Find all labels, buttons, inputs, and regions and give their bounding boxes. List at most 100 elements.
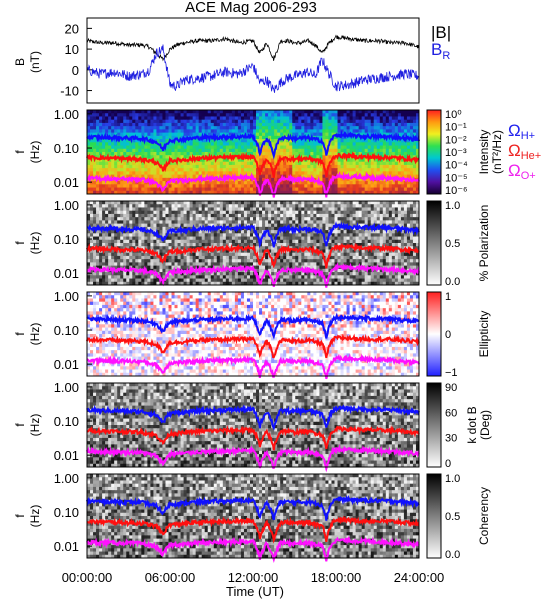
intensity-cell xyxy=(301,171,304,175)
intensity-cell xyxy=(277,146,280,150)
intensity-cell xyxy=(99,162,102,166)
intensity-cell xyxy=(280,188,283,192)
polarization-cell xyxy=(347,237,350,241)
intensity-cell xyxy=(132,188,135,192)
intensity-cell xyxy=(362,165,365,169)
polarization-cell xyxy=(292,201,295,205)
intensity-cell xyxy=(244,113,247,117)
intensity-cell xyxy=(359,149,362,153)
polarization-cell xyxy=(350,233,353,237)
intensity-cell xyxy=(96,110,99,114)
polarization-cell xyxy=(350,240,353,244)
intensity-cell xyxy=(235,162,238,166)
polarization-cell xyxy=(313,211,316,215)
polarization-cell xyxy=(159,243,162,247)
intensity-cell xyxy=(250,116,253,120)
polarization-cell xyxy=(389,259,392,263)
polarization-cell xyxy=(241,259,244,263)
intensity-cell xyxy=(341,116,344,120)
polarization-cell xyxy=(238,233,241,237)
polarization-cell xyxy=(196,233,199,237)
polarization-cell xyxy=(313,204,316,208)
polarization-cell xyxy=(199,201,202,205)
polarization-cell xyxy=(99,211,102,215)
intensity-cell xyxy=(338,158,341,162)
intensity-cell xyxy=(223,162,226,166)
intensity-cell xyxy=(141,120,144,124)
intensity-cell xyxy=(331,142,334,146)
polarization-cell xyxy=(253,214,256,218)
polarization-cell xyxy=(196,201,199,205)
intensity-cell xyxy=(404,110,407,114)
intensity-cell xyxy=(153,165,156,169)
intensity-cell xyxy=(162,158,165,162)
intensity-cell xyxy=(262,136,265,140)
polarization-cell xyxy=(319,259,322,263)
intensity-cell xyxy=(220,149,223,153)
intensity-cell xyxy=(165,110,168,114)
intensity-cell xyxy=(253,149,256,153)
intensity-cell xyxy=(138,133,141,137)
intensity-cell xyxy=(114,116,117,120)
intensity-cell xyxy=(247,181,250,185)
polarization-cell xyxy=(338,204,341,208)
polarization-cell xyxy=(271,249,274,253)
intensity-cell xyxy=(334,181,337,185)
intensity-cell xyxy=(395,181,398,185)
intensity-cell xyxy=(362,142,365,146)
polarization-cell xyxy=(298,253,301,257)
mag-plot-area xyxy=(87,36,419,93)
polarization-cell xyxy=(289,201,292,205)
polarization-cell xyxy=(265,214,268,218)
intensity-cell xyxy=(386,116,389,120)
polarization-cell xyxy=(156,211,159,215)
intensity-cell xyxy=(123,188,126,192)
intensity-cell xyxy=(310,184,313,188)
intensity-cell xyxy=(371,181,374,185)
polarization-cell xyxy=(126,217,129,221)
polarization-cell xyxy=(108,217,111,221)
polarization-cell xyxy=(235,204,238,208)
intensity-cell xyxy=(199,116,202,120)
intensity-cell xyxy=(168,126,171,130)
intensity-cell xyxy=(135,188,138,192)
polarization-cell xyxy=(404,259,407,263)
polarization-cell xyxy=(334,207,337,211)
polarization-cell xyxy=(205,204,208,208)
intensity-cell xyxy=(229,171,232,175)
intensity-cell xyxy=(181,184,184,188)
intensity-cell xyxy=(344,123,347,127)
intensity-cell xyxy=(407,116,410,120)
intensity-cell xyxy=(205,168,208,172)
polarization-cell xyxy=(371,214,374,218)
intensity-cell xyxy=(286,120,289,124)
intensity-cell xyxy=(356,129,359,133)
polarization-cell xyxy=(147,220,150,224)
intensity-cell xyxy=(334,126,337,130)
intensity-cell xyxy=(90,171,93,175)
polarization-cell xyxy=(310,211,313,215)
intensity-cell xyxy=(126,171,129,175)
intensity-cell xyxy=(178,142,181,146)
intensity-cell xyxy=(280,171,283,175)
intensity-cell xyxy=(229,129,232,133)
polarization-cell xyxy=(410,243,413,247)
polarization-cell xyxy=(220,217,223,221)
intensity-cell xyxy=(123,149,126,153)
intensity-cell xyxy=(338,113,341,117)
intensity-cell xyxy=(238,165,241,169)
polarization-cell xyxy=(325,249,328,253)
intensity-cell xyxy=(238,110,241,114)
polarization-cell xyxy=(341,211,344,215)
intensity-cell xyxy=(108,146,111,150)
polarization-cell xyxy=(226,217,229,221)
polarization-cell xyxy=(374,211,377,215)
polarization-cell xyxy=(380,240,383,244)
intensity-cell xyxy=(138,165,141,169)
polarization-cell xyxy=(226,207,229,211)
polarization-cell xyxy=(165,224,168,228)
polarization-cell xyxy=(178,256,181,260)
intensity-cell xyxy=(229,110,232,114)
intensity-cell xyxy=(220,116,223,120)
intensity-cell xyxy=(99,149,102,153)
